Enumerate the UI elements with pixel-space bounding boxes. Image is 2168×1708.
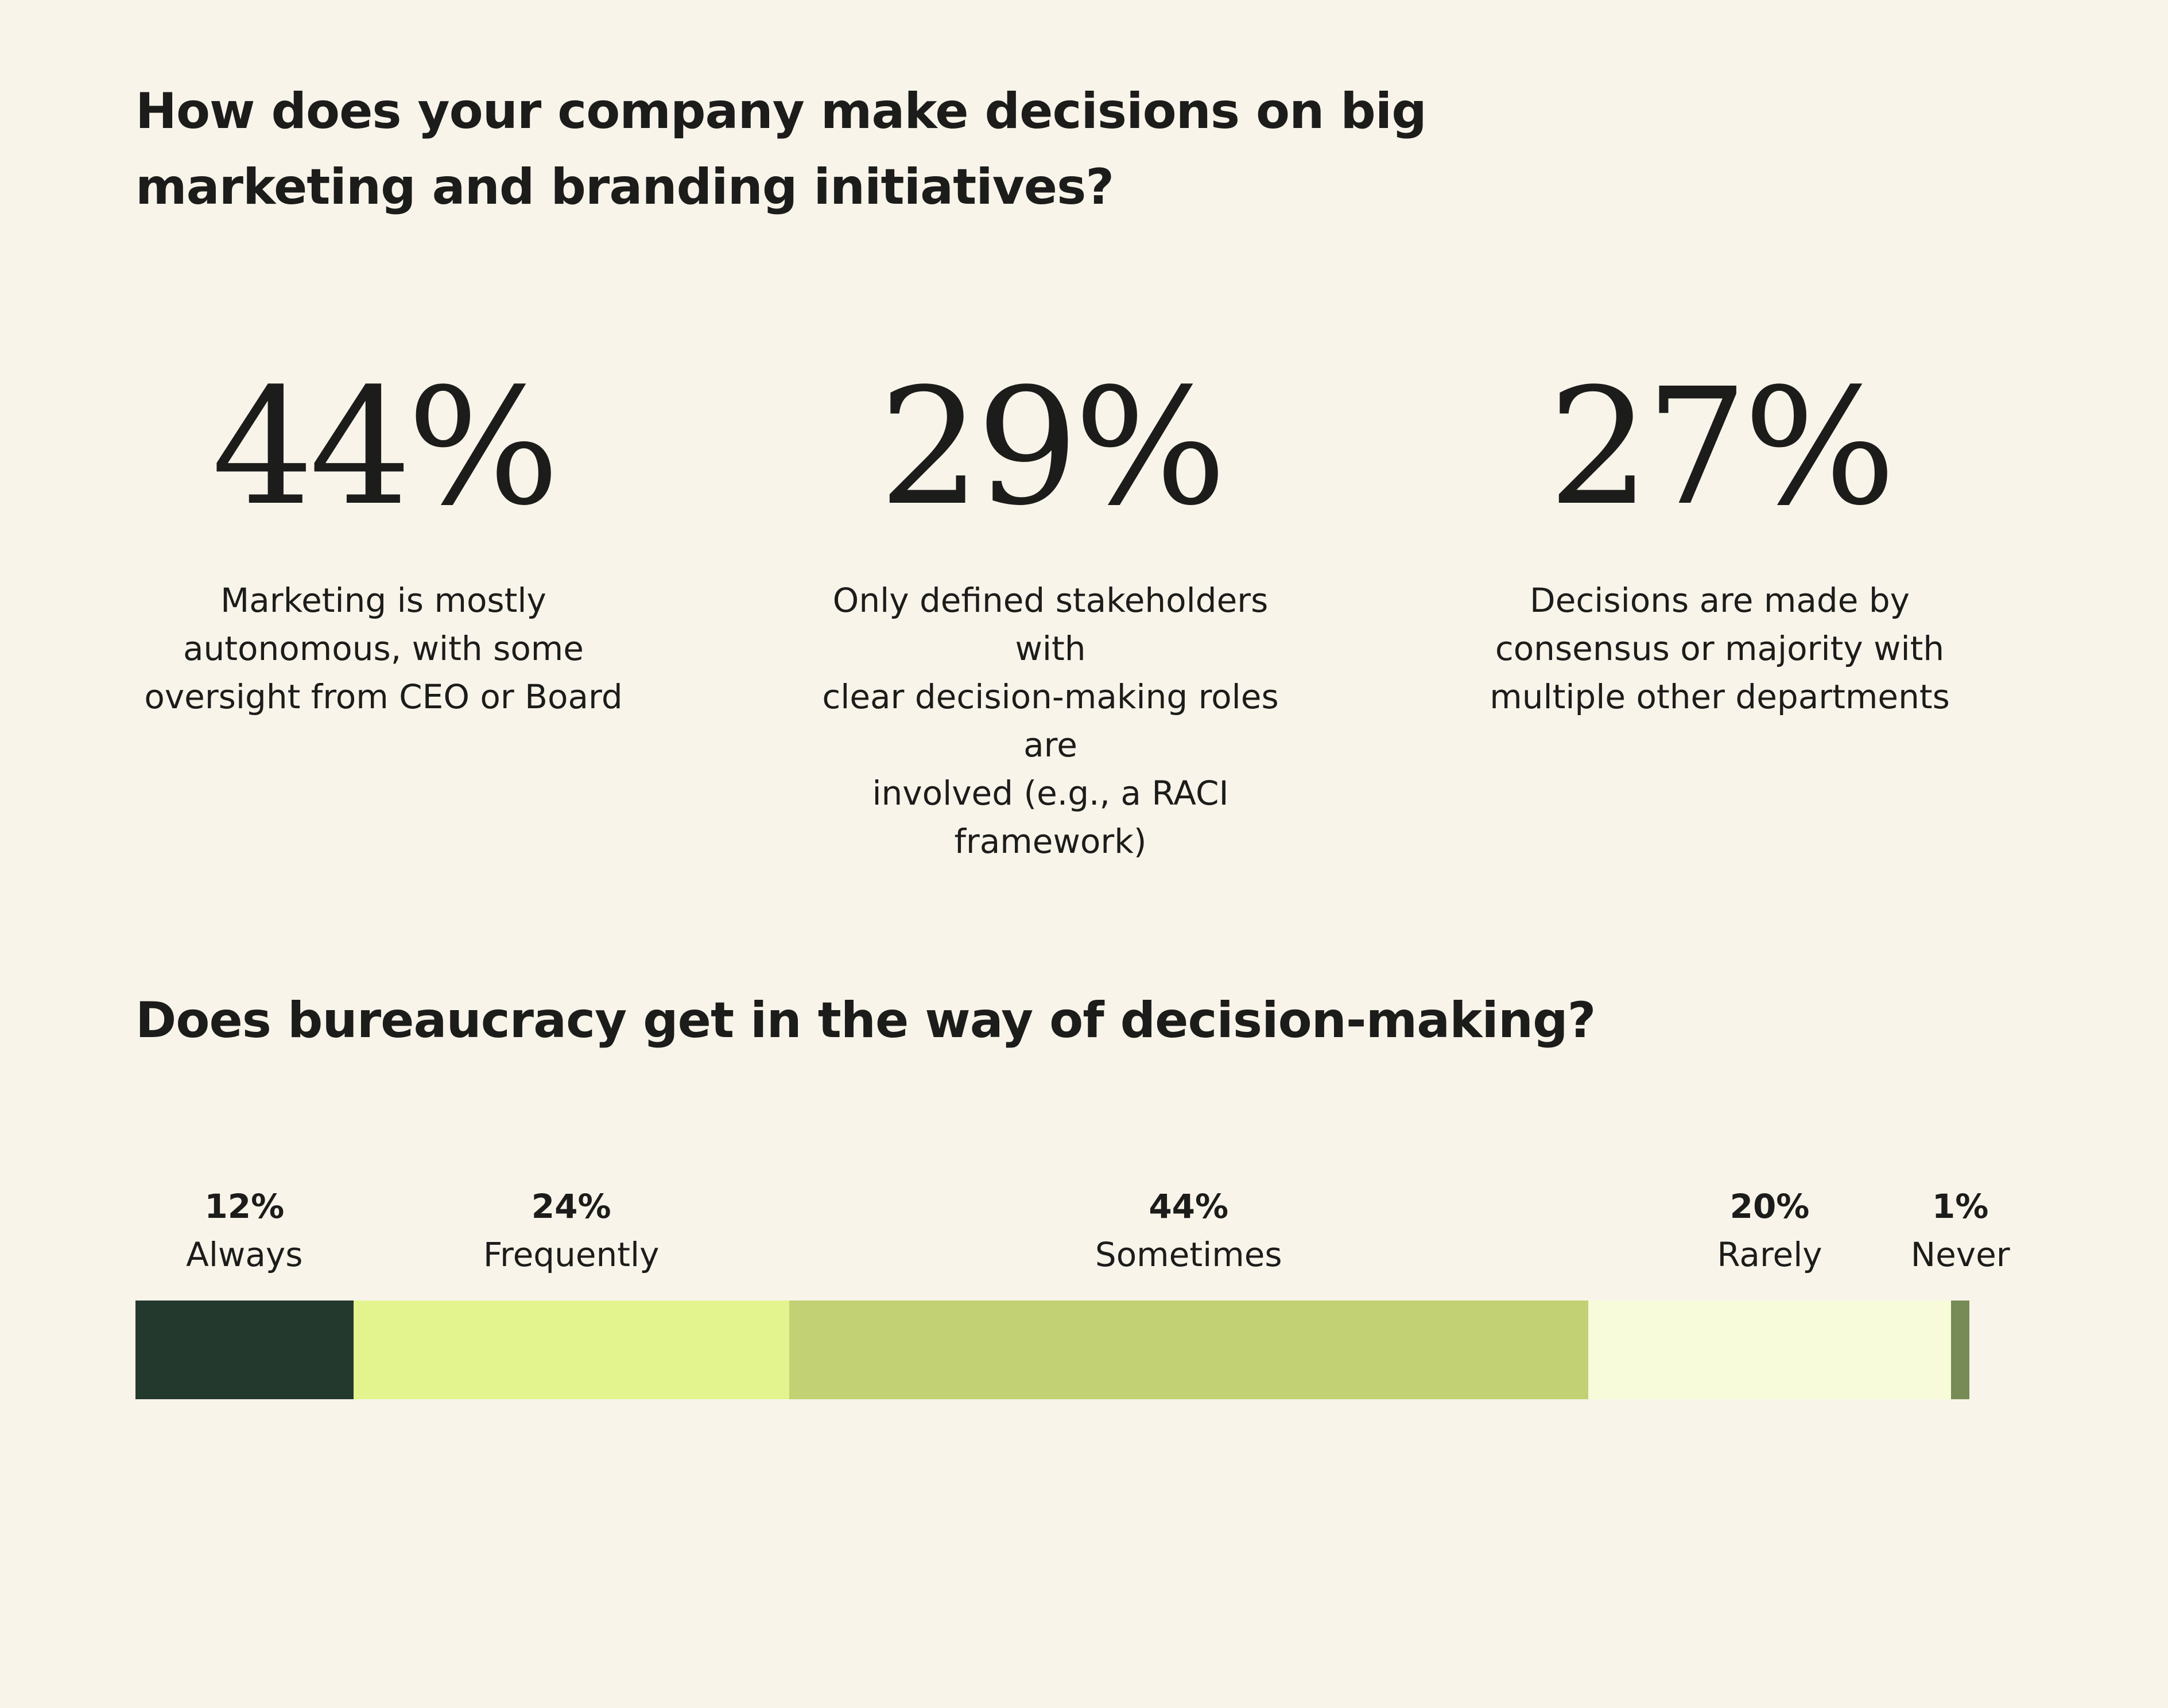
stat-description-line: involved (e.g., a RACI framework)	[872, 774, 1229, 861]
stat-block-autonomous: 44% Marketing is mostly autonomous, with…	[96, 367, 670, 721]
stacked-bar	[135, 1301, 1969, 1399]
stat-value: 27%	[1548, 354, 1896, 541]
bar-segment-frequently	[353, 1301, 789, 1399]
stat-description: Marketing is mostly autonomous, with som…	[125, 576, 642, 721]
bar-segment-always	[135, 1301, 354, 1399]
stat-description-line: autonomous, with some	[183, 629, 584, 668]
q1-title: How does your company make decisions on …	[135, 73, 1513, 225]
q1-title-line-2: marketing and branding initiatives?	[135, 158, 1114, 216]
segment-name: Always	[186, 1235, 303, 1274]
segment-percent: 44%	[1149, 1187, 1229, 1226]
segment-label-sometimes: 44% Sometimes	[1017, 1182, 1361, 1279]
stat-block-defined-stakeholders: 29% Only defined stakeholders with clear…	[763, 367, 1337, 865]
segment-percent: 24%	[531, 1187, 611, 1226]
segment-label-frequently: 24% Frequently	[399, 1182, 743, 1279]
stat-description-line: Decisions are made by	[1530, 581, 1910, 620]
segment-label-always: 12% Always	[72, 1182, 417, 1279]
stat-description-line: clear decision-making roles are	[822, 677, 1279, 764]
segment-percent: 20%	[1729, 1187, 1810, 1226]
stat-description: Decisions are made by consensus or major…	[1461, 576, 1978, 721]
segment-name: Rarely	[1717, 1235, 1822, 1274]
stat-description-line: Marketing is mostly	[220, 581, 546, 620]
stat-description-line: oversight from CEO or Board	[144, 677, 623, 716]
segment-name: Frequently	[483, 1235, 660, 1274]
stat-description-line: consensus or majority with	[1495, 629, 1945, 668]
bar-segment-never	[1951, 1301, 1969, 1399]
q1-title-line-1: How does your company make decisions on …	[135, 83, 1427, 140]
stat-description-line: multiple other departments	[1490, 677, 1950, 716]
bar-segment-rarely	[1588, 1301, 1952, 1399]
stat-value: 44%	[211, 354, 560, 541]
stat-description: Only defined stakeholders with clear dec…	[792, 576, 1309, 865]
segment-name: Never	[1910, 1235, 2010, 1274]
stat-value: 29%	[878, 354, 1227, 541]
segment-percent: 12%	[204, 1187, 285, 1226]
stat-description-line: Only defined stakeholders with	[832, 581, 1269, 668]
segment-label-rarely: 20% Rarely	[1597, 1182, 1942, 1279]
segment-percent: 1%	[1932, 1187, 1989, 1226]
segment-name: Sometimes	[1095, 1235, 1282, 1274]
stat-block-consensus: 27% Decisions are made by consensus or m…	[1433, 367, 2007, 721]
bar-segment-sometimes	[789, 1301, 1588, 1399]
segment-label-never: 1% Never	[1788, 1182, 2132, 1279]
q2-title: Does bureaucracy get in the way of decis…	[135, 992, 1596, 1049]
